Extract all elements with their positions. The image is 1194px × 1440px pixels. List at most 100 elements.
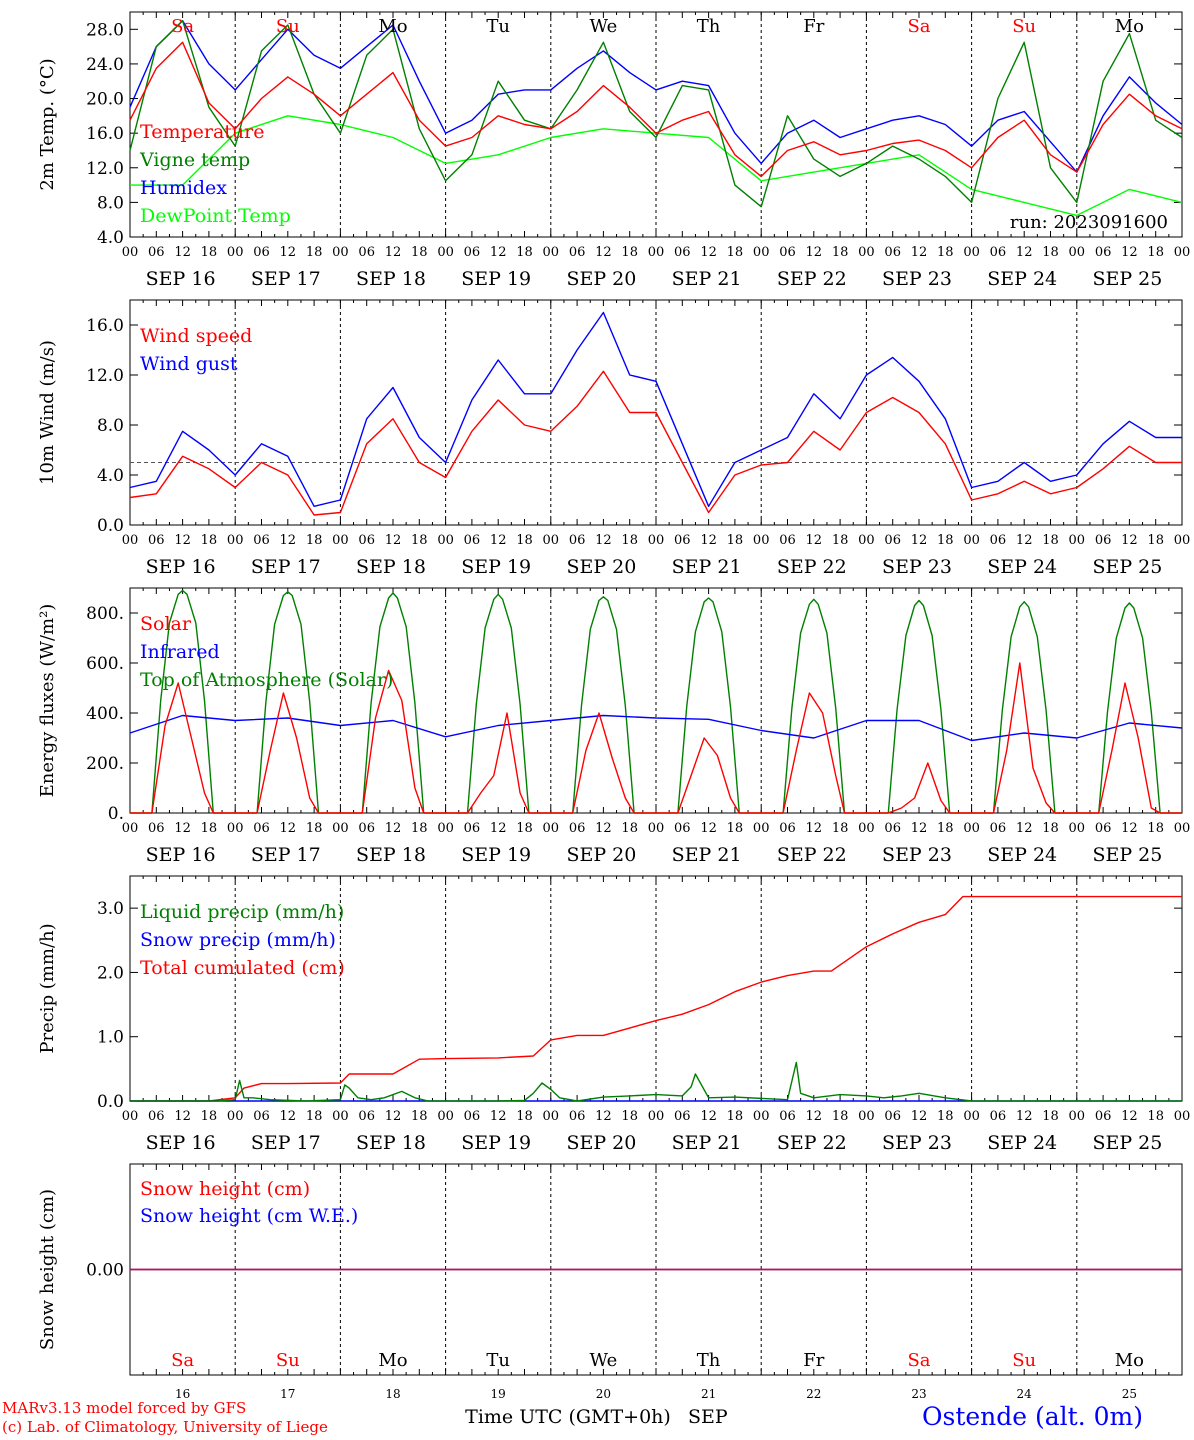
hour-label: 12 — [806, 1109, 823, 1124]
hour-label: 12 — [385, 1109, 402, 1124]
weekday-label: Th — [697, 1350, 721, 1371]
hour-label: 00 — [1174, 821, 1191, 836]
hour-label: 12 — [700, 245, 717, 260]
hour-label: 18 — [411, 245, 428, 260]
hour-label: 18 — [1147, 1109, 1164, 1124]
hour-label: 12 — [280, 533, 297, 548]
hour-label: 06 — [990, 533, 1007, 548]
legend-entry: Snow height (cm W.E.) — [140, 1205, 358, 1227]
hour-label: 18 — [1042, 533, 1059, 548]
legend-entry: Liquid precip (mm/h) — [140, 901, 344, 923]
hour-label: 06 — [358, 821, 375, 836]
y-tick-label: 12.0 — [86, 366, 124, 386]
hour-label: 00 — [122, 821, 139, 836]
hour-label: 18 — [411, 821, 428, 836]
hour-label: 12 — [1121, 821, 1138, 836]
date-label: SEP 22 — [777, 844, 847, 866]
hour-label: 12 — [700, 533, 717, 548]
hour-label: 06 — [148, 1109, 165, 1124]
hour-label: 18 — [306, 1109, 323, 1124]
y-tick-label: 800. — [86, 604, 124, 624]
date-label: SEP 19 — [461, 556, 531, 578]
hour-label: 00 — [437, 1109, 454, 1124]
date-label: SEP 21 — [672, 1132, 742, 1154]
hour-label: 12 — [1016, 1109, 1033, 1124]
hour-label: 18 — [411, 533, 428, 548]
date-label: SEP 16 — [146, 1132, 216, 1154]
hour-label: 06 — [358, 533, 375, 548]
hour-label: 12 — [700, 821, 717, 836]
hour-label: 06 — [674, 821, 691, 836]
hour-label: 12 — [490, 821, 507, 836]
hour-label: 00 — [648, 1109, 665, 1124]
y-tick-label: 4.0 — [97, 466, 124, 486]
hour-label: 00 — [1069, 821, 1086, 836]
series-line-wind-speed — [129, 370, 1182, 516]
hour-label: 18 — [937, 533, 954, 548]
hour-label: 00 — [543, 821, 560, 836]
hour-label: 12 — [595, 821, 612, 836]
y-tick-label: 0. — [108, 804, 124, 824]
hour-label: 18 — [1147, 533, 1164, 548]
hour-label: 18 — [621, 533, 638, 548]
day-number-label: 24 — [1017, 1387, 1033, 1401]
hour-label: 18 — [1042, 821, 1059, 836]
run-label: run: 2023091600 — [1010, 212, 1168, 233]
hour-label: 18 — [516, 821, 533, 836]
hour-label: 00 — [332, 1109, 349, 1124]
hour-label: 00 — [963, 533, 980, 548]
hour-label: 00 — [753, 245, 770, 260]
hour-label: 06 — [884, 1109, 901, 1124]
legend-entry: DewPoint Temp — [140, 205, 291, 227]
date-label: SEP 17 — [251, 556, 321, 578]
hour-label: 12 — [911, 1109, 928, 1124]
hour-label: 12 — [490, 533, 507, 548]
hour-label: 06 — [148, 821, 165, 836]
legend-entry: Wind gust — [140, 353, 238, 375]
hour-label: 00 — [227, 245, 244, 260]
hour-label: 06 — [1095, 821, 1112, 836]
y-tick-label: 2.0 — [97, 963, 124, 983]
hour-label: 06 — [884, 533, 901, 548]
hour-label: 00 — [1174, 245, 1191, 260]
model-text: MARv3.13 model forced by GFS — [2, 1399, 247, 1417]
hour-label: 00 — [648, 821, 665, 836]
series-line-humidex — [129, 20, 1183, 173]
date-label: SEP 23 — [882, 556, 952, 578]
hour-label: 06 — [1095, 245, 1112, 260]
hour-label: 18 — [621, 245, 638, 260]
hour-label: 12 — [385, 821, 402, 836]
weekday-label: Fr — [803, 16, 824, 37]
date-label: SEP 20 — [566, 1132, 636, 1154]
hour-label: 00 — [858, 533, 875, 548]
hour-label: 18 — [306, 245, 323, 260]
hour-label: 00 — [648, 245, 665, 260]
date-label: SEP 20 — [566, 556, 636, 578]
hour-label: 12 — [806, 533, 823, 548]
hour-label: 06 — [464, 821, 481, 836]
weekday-label: Su — [276, 1350, 300, 1371]
legend-entry: Humidex — [140, 177, 227, 199]
hour-label: 18 — [621, 821, 638, 836]
hour-label: 06 — [569, 1109, 586, 1124]
hour-label: 06 — [1095, 1109, 1112, 1124]
hour-label: 12 — [911, 245, 928, 260]
y-axis-label: Snow height (cm) — [37, 1189, 58, 1350]
day-number-label: 21 — [701, 1387, 716, 1401]
y-axis-label: 2m Temp. (°C) — [37, 58, 58, 190]
hour-label: 06 — [253, 1109, 270, 1124]
hour-label: 00 — [227, 533, 244, 548]
y-tick-label: 1.0 — [97, 1028, 124, 1048]
date-label: SEP 19 — [461, 268, 531, 290]
hour-label: 12 — [1121, 1109, 1138, 1124]
date-label: SEP 17 — [251, 844, 321, 866]
hour-label: 06 — [358, 1109, 375, 1124]
y-tick-label: 0.00 — [86, 1261, 124, 1281]
weekday-label: Su — [276, 16, 300, 37]
y-tick-label: 16.0 — [86, 316, 124, 336]
date-label: SEP 25 — [1092, 1132, 1162, 1154]
hour-label: 06 — [884, 245, 901, 260]
hour-label: 00 — [963, 245, 980, 260]
weekday-label: Fr — [803, 1350, 824, 1371]
y-tick-label: 28.0 — [86, 20, 124, 40]
